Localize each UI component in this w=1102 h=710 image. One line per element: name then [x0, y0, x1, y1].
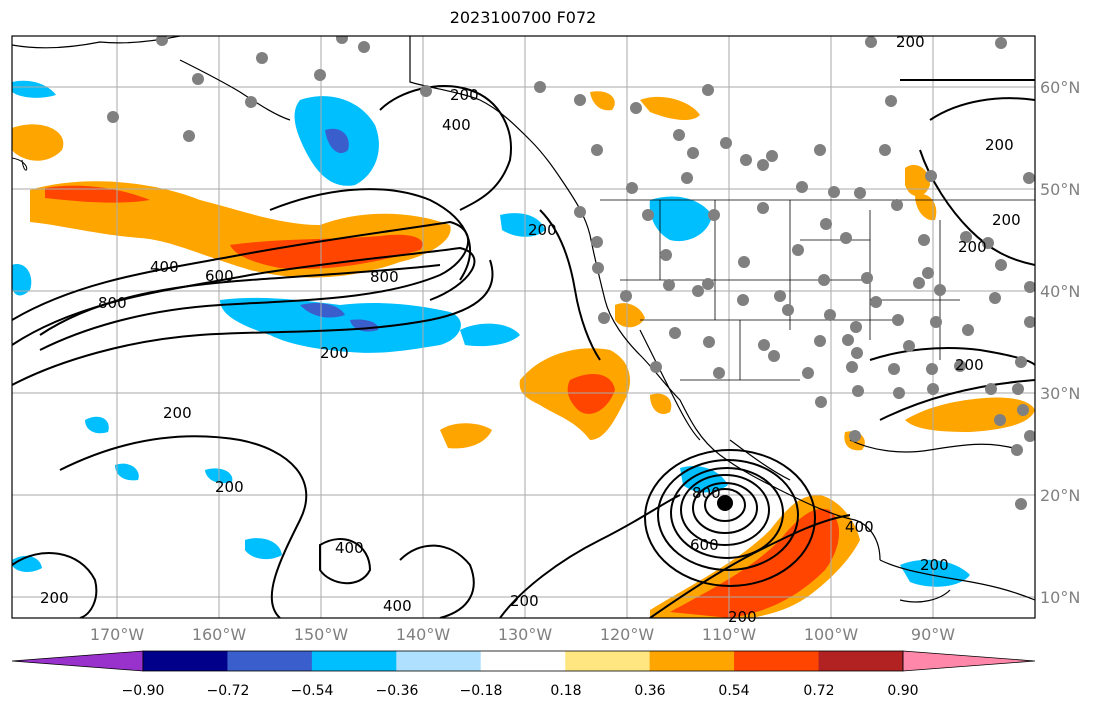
contour-label: 200: [528, 221, 557, 239]
colorbar-tick-label: 0.54: [718, 683, 749, 699]
contour-label: 200: [728, 608, 757, 626]
contour-label: 600: [690, 536, 719, 554]
station-dots: [107, 36, 1035, 510]
colorbar: [11, 650, 1036, 672]
contours: [12, 78, 1035, 618]
positive-shading: [12, 91, 1035, 618]
contour-label: 200: [163, 404, 192, 422]
map-title: 2023100700 F072: [449, 8, 597, 27]
cyclone-contours: [644, 449, 816, 587]
map-content: [12, 36, 1035, 618]
contour-label: 800: [98, 294, 127, 312]
colorbar-tick-label: 0.90: [887, 683, 918, 699]
contour-label: 400: [442, 116, 471, 134]
cyclone-center-marker: [717, 495, 733, 511]
contour-label: 400: [335, 539, 364, 557]
contour-label: 800: [370, 268, 399, 286]
contour-label: 200: [958, 238, 987, 256]
colorbar-segment: [143, 651, 228, 671]
colorbar-tick-label: 0.18: [550, 683, 581, 699]
colorbar-segment: [227, 651, 313, 671]
lon-label: 140°W: [396, 625, 451, 644]
map-background: [12, 36, 1035, 618]
lon-label: 150°W: [294, 625, 349, 644]
map-frame: [11, 35, 1036, 619]
lat-label: 50°N: [1040, 180, 1080, 199]
contour-label: 400: [150, 258, 179, 276]
contour-label: 600: [205, 267, 234, 285]
colorbar-outline: [142, 650, 904, 672]
latitude-labels: 60°N 50°N 40°N 30°N 20°N 10°N: [1040, 78, 1080, 607]
colorbar-extend-low: [11, 650, 144, 672]
contour-label: 200: [920, 556, 949, 574]
contour-label: 200: [955, 356, 984, 374]
lon-label: 130°W: [498, 625, 553, 644]
contour-label: 400: [383, 597, 412, 615]
lon-label: 120°W: [600, 625, 655, 644]
lon-label: 170°W: [90, 625, 145, 644]
lon-label: 110°W: [702, 625, 757, 644]
colorbar-tick-label: −0.36: [376, 683, 419, 699]
contour-label: 200: [985, 136, 1014, 154]
lon-label: 160°W: [192, 625, 247, 644]
colorbar-tick-label: 0.36: [634, 683, 665, 699]
contour-labels: 400 600 800 800 200 200 200 400 400 200 …: [40, 33, 1021, 626]
colorbar-tick-label: −0.72: [207, 683, 250, 699]
lat-label: 30°N: [1040, 384, 1080, 403]
colorbar-tick-label: −0.54: [291, 683, 334, 699]
graticule: [12, 36, 1035, 618]
colorbar-segment: [734, 651, 820, 671]
lon-label: 90°W: [911, 625, 955, 644]
contour-label: 200: [450, 86, 479, 104]
colorbar-labels: −0.90 −0.72 −0.54 −0.36 −0.18 0.18 0.36 …: [122, 683, 919, 699]
contour-label: 400: [845, 518, 874, 536]
contour-label: 200: [510, 592, 539, 610]
lat-label: 20°N: [1040, 486, 1080, 505]
colorbar-tick-label: −0.90: [122, 683, 165, 699]
contour-label: 200: [992, 211, 1021, 229]
colorbar-extend-high: [902, 650, 1036, 672]
colorbar-segment: [480, 651, 566, 671]
contour-label: 200: [40, 589, 69, 607]
colorbar-segment: [818, 651, 904, 671]
contour-label: 200: [896, 33, 925, 51]
colorbar-tick-label: 0.72: [803, 683, 834, 699]
contour-label: 200: [320, 344, 349, 362]
lon-label: 100°W: [804, 625, 859, 644]
coastlines: [12, 36, 1035, 603]
colorbar-segment: [396, 651, 482, 671]
colorbar-segment: [311, 651, 397, 671]
lat-label: 10°N: [1040, 588, 1080, 607]
lat-label: 40°N: [1040, 282, 1080, 301]
lat-label: 60°N: [1040, 78, 1080, 97]
colorbar-segment: [565, 651, 651, 671]
contour-label: 200: [215, 478, 244, 496]
longitude-labels: 170°W 160°W 150°W 140°W 130°W 120°W 110°…: [90, 625, 955, 644]
contour-label: 800: [692, 484, 721, 502]
colorbar-tick-label: −0.18: [460, 683, 503, 699]
colorbar-segment: [649, 651, 735, 671]
